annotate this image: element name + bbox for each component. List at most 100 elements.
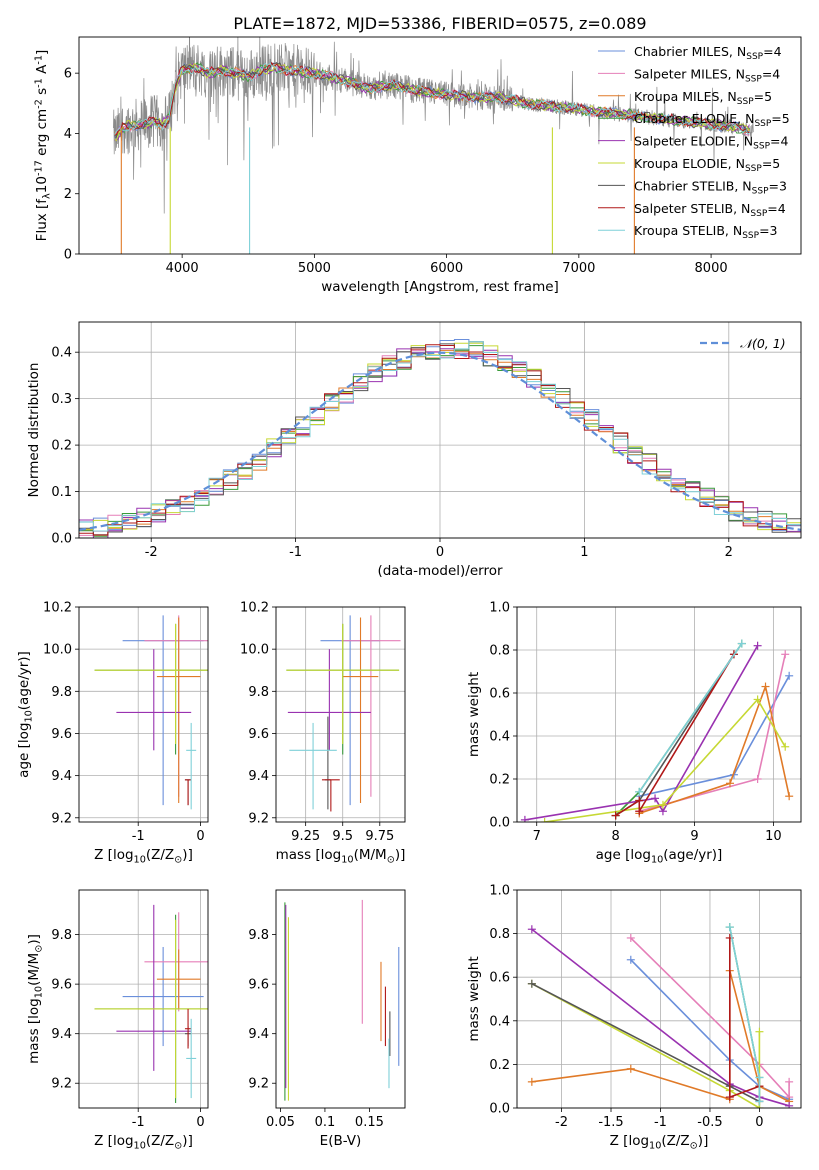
x-tick-label: -1 — [289, 545, 302, 560]
axes-frame — [78, 36, 802, 255]
y-tick-label: 0.8 — [489, 927, 510, 942]
x-tick-label: 0.15 — [355, 1115, 384, 1130]
series-line-5 — [531, 982, 761, 1108]
x-tick-label: 0 — [196, 829, 204, 844]
x-tick-label: -1 — [654, 1115, 667, 1130]
series-line-3 — [615, 643, 743, 817]
y-tick-label: 9.8 — [51, 685, 72, 700]
y-tick-label: 9.4 — [248, 1027, 269, 1042]
legend-label-2: Kroupa MILES, NSSP=5 — [634, 89, 772, 107]
y-tick-label: 10.0 — [240, 643, 269, 658]
y-tick-label: 9.8 — [51, 928, 72, 943]
series-line-1 — [630, 937, 790, 1100]
x-axis-label: E(B-V) — [320, 1133, 362, 1149]
series-line-0 — [630, 959, 790, 1101]
legend-label-4: Salpeter ELODIE, NSSP=4 — [634, 134, 789, 152]
axes-frame — [275, 889, 406, 1109]
x-tick-label: 9 — [690, 829, 698, 844]
plot-area — [284, 899, 400, 1101]
residual-histogram-2 — [79, 349, 801, 536]
x-tick-label: -1 — [132, 1115, 145, 1130]
axes-frame — [516, 606, 802, 823]
y-tick-label: 0.6 — [489, 971, 510, 986]
y-tick-label: 0.8 — [489, 644, 510, 659]
y-tick-label: 2 — [64, 187, 72, 202]
y-tick-label: 9.6 — [248, 727, 269, 742]
series-line-8 — [729, 926, 761, 1102]
x-tick-label: 10 — [765, 829, 782, 844]
residual-histogram-3 — [79, 345, 801, 537]
plot-area — [94, 615, 208, 810]
x-axis-label: age [log10​(age/yr)] — [596, 847, 723, 865]
y-tick-label: 9.8 — [248, 685, 269, 700]
series-line-6 — [531, 982, 760, 1103]
x-tick-label: 2 — [725, 545, 733, 560]
model-spectrum-3 — [114, 62, 750, 137]
legend-label-1: Salpeter MILES, NSSP=4 — [634, 66, 780, 84]
y-axis-label: Normed distribution — [26, 363, 42, 498]
x-tick-label: 7000 — [562, 261, 595, 276]
y-tick-label: 4 — [64, 127, 72, 142]
x-tick-label: 8 — [611, 829, 619, 844]
y-tick-label: 9.6 — [51, 978, 72, 993]
y-tick-label: 0.4 — [51, 346, 72, 361]
legend-label-0: Chabrier MILES, NSSP=4 — [634, 44, 782, 62]
legend-label-3: Chabrier ELODIE, NSSP=5 — [634, 111, 790, 129]
y-tick-label: 9.8 — [248, 928, 269, 943]
panel-residuals: -2 -1 0 1 2 0.0 0.1 0.2 0.3 0.4 (data-model)/error… — [26, 321, 802, 579]
legend-label-8: Kroupa STELIB, NSSP=3 — [634, 223, 778, 241]
axes-frame — [516, 889, 802, 1109]
spectrum-legend: Chabrier MILES, NSSP=4 Salpeter MILES, NS… — [598, 44, 790, 241]
y-axis-label: mass weight — [466, 672, 482, 757]
x-tick-label: 0.1 — [315, 1115, 336, 1130]
residual-histogram-7 — [79, 344, 801, 536]
y-tick-label: 9.4 — [248, 769, 269, 784]
model-spectrum-7 — [114, 61, 750, 136]
y-tick-label: 0.2 — [489, 1058, 510, 1073]
y-tick-label: 0.2 — [489, 773, 510, 788]
panel-mass_vs_EBV: 0.05 0.1 0.15 9.2 9.4 9.6 9.8 E(B-V) — [248, 889, 406, 1149]
y-tick-label: 0.0 — [489, 816, 510, 831]
legend-label-5: Kroupa ELODIE, NSSP=5 — [634, 156, 780, 174]
y-tick-label: 1.0 — [489, 884, 510, 899]
y-tick-label: 0.0 — [489, 1102, 510, 1117]
y-tick-label: 10.2 — [240, 601, 269, 616]
x-tick-label: 0 — [755, 1115, 763, 1130]
residual-histogram-6 — [79, 341, 801, 536]
x-tick-label: 9.25 — [291, 829, 320, 844]
y-tick-label: 0.6 — [489, 687, 510, 702]
x-tick-label: -0.5 — [697, 1115, 722, 1130]
plot-area — [94, 904, 208, 1104]
series-line-2 — [639, 683, 790, 815]
plot-area — [520, 639, 794, 822]
x-tick-label: -2 — [555, 1115, 568, 1130]
y-tick-label: 9.6 — [51, 727, 72, 742]
y-axis-label: Flux [fλ​10-17​ erg cm-2​ s-1​ A-1​] — [33, 50, 52, 242]
plot-area — [286, 615, 401, 812]
panel-mass_weight_vs_Z: -2 -1.5 -1 -0.5 0 0.0 0.2 0.4 0.6 0.8 1.0 Z [log10​… — [466, 884, 802, 1151]
x-tick-label: 5000 — [298, 261, 331, 276]
x-tick-label: 7 — [533, 829, 541, 844]
x-tick-label: 6000 — [430, 261, 463, 276]
axes-frame — [78, 889, 209, 1109]
panel-age_vs_Z: -1 0 9.2 9.4 9.6 9.8 10.0 10.2 Z [log10​(Z/Z⊙​)]… — [16, 601, 209, 865]
x-axis-label: Z [log10​(Z/Z⊙​)] — [610, 1133, 709, 1151]
x-axis-label: Z [log10​(Z/Z⊙​)] — [94, 847, 193, 865]
y-tick-label: 6 — [64, 67, 72, 82]
legend-label-6: Chabrier STELIB, NSSP=3 — [634, 178, 787, 196]
axes-frame — [78, 321, 802, 539]
y-tick-label: 9.2 — [51, 811, 72, 826]
plot-area — [79, 339, 801, 538]
series-line-8 — [638, 643, 743, 793]
residual-histogram-4 — [79, 348, 801, 538]
x-tick-label: 1 — [580, 545, 588, 560]
panel-mass_vs_Z: -1 0 9.2 9.4 9.6 9.8 Z [log10​(Z/Z⊙​)] mass [lo… — [26, 889, 209, 1151]
y-tick-label: 9.2 — [51, 1077, 72, 1092]
y-tick-label: 9.2 — [248, 811, 269, 826]
x-axis-label: (data-model)/error — [377, 563, 503, 579]
panel-age_vs_mass: 9.25 9.5 9.75 9.2 9.4 9.6 9.8 10.0 10.2 mass [log… — [240, 601, 406, 865]
y-tick-label: 9.2 — [248, 1077, 269, 1092]
x-axis-label: mass [log10​(M/M⊙​)] — [276, 847, 406, 865]
